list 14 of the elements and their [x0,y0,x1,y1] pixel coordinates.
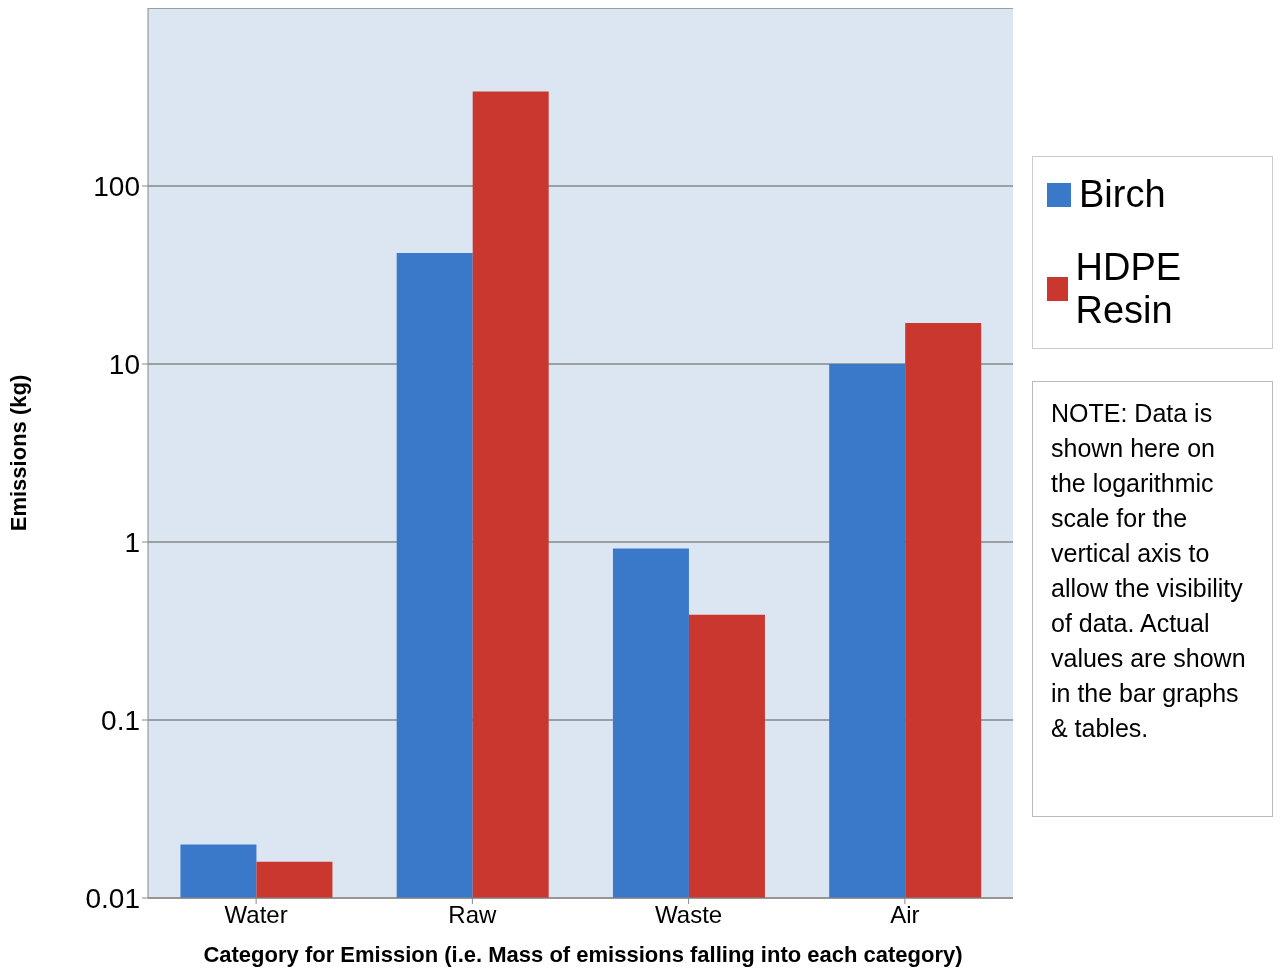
y-tick-label: 100 [93,170,140,202]
y-axis-title: Emissions (kg) [5,374,31,532]
legend-label: HDPE Resin [1075,246,1183,332]
x-axis-title: Category for Emission (i.e. Mass of emissions falling into each category) [202,942,964,968]
text: NOTE: Data is shown here on the logarithmic scale for the vertical axis to allow the visibility of data. Actual values are shown in the bar graphs & tables. [1051,399,1246,742]
x-tick-label: Waste [655,901,723,929]
x-tick-label: Air [890,901,920,929]
y-tick-label: 10 [108,348,140,380]
y-tick-label: 0.01 [85,882,140,914]
y-tick-label: 1 [124,526,140,558]
x-tick-label: Raw [448,901,498,929]
y-tick-label: 0.1 [101,704,140,736]
x-tick-label: Water [224,901,288,929]
legend-label: Birch [1079,173,1166,216]
